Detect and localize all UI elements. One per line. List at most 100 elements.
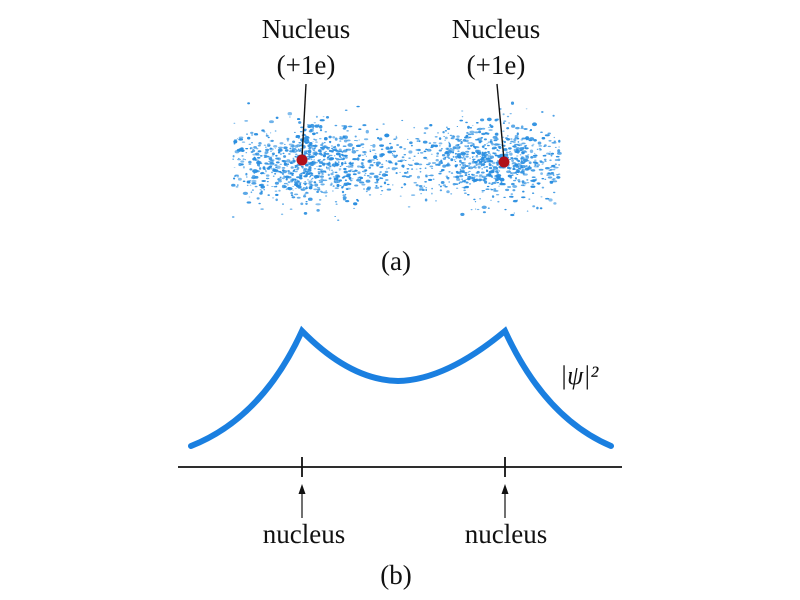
cloud-speck <box>339 140 342 142</box>
cloud-speck <box>496 138 499 140</box>
cloud-speck <box>482 211 486 214</box>
cloud-speck <box>525 139 528 141</box>
cloud-speck <box>319 129 323 132</box>
cloud-speck <box>331 171 335 173</box>
cloud-speck <box>497 159 499 162</box>
cloud-speck <box>465 150 470 153</box>
cloud-speck <box>391 153 394 155</box>
cloud-speck <box>241 141 246 143</box>
cloud-speck <box>486 117 492 122</box>
cloud-speck <box>283 175 285 177</box>
cloud-speck <box>455 175 460 179</box>
cloud-speck <box>487 152 491 155</box>
cloud-speck <box>299 131 303 133</box>
nucleus-left-dot <box>296 154 308 166</box>
cloud-speck <box>338 168 342 170</box>
cloud-speck <box>508 152 510 154</box>
cloud-speck <box>298 121 302 124</box>
cloud-speck <box>444 130 448 132</box>
cloud-speck <box>292 158 295 160</box>
cloud-speck <box>485 165 489 168</box>
cloud-speck <box>473 179 477 182</box>
cloud-speck <box>461 163 466 166</box>
cloud-speck <box>349 179 353 182</box>
cloud-speck <box>341 177 345 179</box>
cloud-speck <box>487 151 490 153</box>
cloud-speck <box>270 156 272 158</box>
cloud-speck <box>530 169 536 172</box>
cloud-speck <box>519 154 522 156</box>
cloud-speck <box>355 149 359 152</box>
cloud-speck <box>411 168 414 170</box>
cloud-speck <box>553 136 556 139</box>
cloud-speck <box>550 155 553 157</box>
cloud-speck <box>294 193 299 196</box>
cloud-speck <box>275 116 279 120</box>
cloud-speck <box>321 163 326 166</box>
cloud-speck <box>485 170 489 172</box>
cloud-speck <box>315 115 318 118</box>
cloud-speck <box>338 169 341 171</box>
cloud-speck <box>303 194 307 198</box>
cloud-speck <box>343 139 348 143</box>
cloud-speck <box>434 144 438 148</box>
cloud-speck <box>480 178 484 181</box>
cloud-speck <box>346 148 352 151</box>
cloud-speck <box>375 128 379 131</box>
cloud-speck <box>457 143 460 146</box>
cloud-speck <box>390 146 393 150</box>
cloud-speck <box>314 144 317 148</box>
cloud-speck <box>438 149 442 152</box>
cloud-speck <box>279 142 284 145</box>
cloud-speck <box>347 182 352 186</box>
cloud-speck <box>309 128 313 131</box>
cloud-speck <box>549 168 553 171</box>
cloud-speck <box>481 191 484 193</box>
cloud-speck <box>263 144 267 146</box>
cloud-speck <box>541 111 544 113</box>
cloud-speck <box>305 150 308 152</box>
cloud-speck <box>304 136 310 139</box>
cloud-speck <box>554 158 559 162</box>
cloud-speck <box>365 179 371 183</box>
cloud-speck <box>270 168 273 170</box>
cloud-speck <box>296 176 301 179</box>
cloud-speck <box>305 200 308 203</box>
cloud-speck <box>513 212 515 214</box>
cloud-speck <box>459 143 462 145</box>
cloud-speck <box>251 134 254 136</box>
cloud-speck <box>502 113 505 116</box>
cloud-speck <box>488 173 491 177</box>
cloud-speck <box>330 169 334 172</box>
cloud-speck <box>403 183 406 186</box>
cloud-speck <box>431 192 433 195</box>
nucleus-left-leader <box>301 83 307 159</box>
cloud-speck <box>488 170 493 174</box>
cloud-speck <box>232 154 235 158</box>
cloud-speck <box>237 177 242 181</box>
cloud-speck <box>343 170 348 174</box>
cloud-speck <box>357 154 361 157</box>
cloud-speck <box>314 138 318 141</box>
cloud-speck <box>454 183 459 186</box>
cloud-speck <box>515 165 520 168</box>
cloud-speck <box>487 141 490 144</box>
cloud-speck <box>502 130 505 132</box>
cloud-speck <box>459 159 462 163</box>
cloud-speck <box>318 188 321 191</box>
cloud-speck <box>251 179 257 183</box>
cloud-speck <box>294 183 299 187</box>
cloud-speck <box>503 120 507 122</box>
cloud-speck <box>502 122 505 125</box>
cloud-speck <box>290 166 294 169</box>
cloud-speck <box>540 131 543 133</box>
cloud-speck <box>530 185 536 188</box>
cloud-speck <box>334 124 338 127</box>
cloud-speck <box>520 125 524 129</box>
cloud-speck <box>260 208 264 210</box>
cloud-speck <box>468 182 472 185</box>
cloud-speck <box>269 162 275 166</box>
cloud-speck <box>248 160 252 164</box>
cloud-speck <box>516 199 518 201</box>
